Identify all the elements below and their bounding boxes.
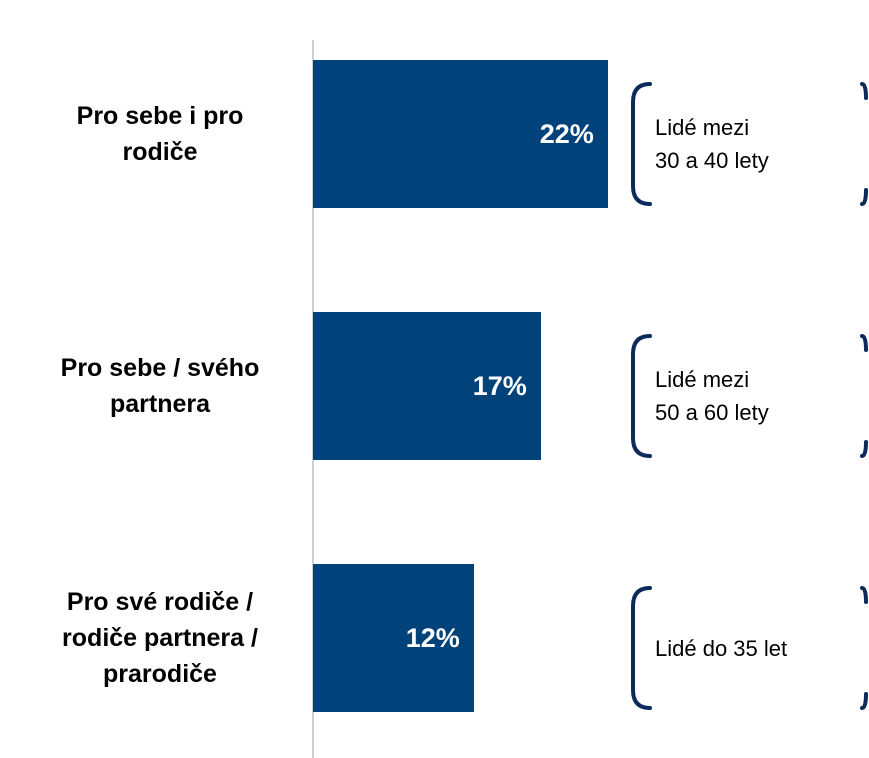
bar xyxy=(313,60,608,208)
bar xyxy=(313,312,541,460)
annotation: Lidé do 35 let xyxy=(655,635,788,661)
category-label: Pro sebe i pro rodiče xyxy=(76,102,244,166)
right-bracket xyxy=(860,586,868,710)
right-bracket xyxy=(860,334,868,458)
category-label: Pro své rodiče / rodiče partnera / praro… xyxy=(62,588,258,688)
value-label: 17% xyxy=(472,370,527,401)
right-bracket xyxy=(860,82,868,206)
left-bracket xyxy=(631,82,652,206)
left-bracket xyxy=(631,586,652,710)
left-bracket xyxy=(631,334,652,458)
bar xyxy=(313,564,474,712)
value-label: 22% xyxy=(539,118,594,149)
annotation: Lidé mezi 50 a 60 lety xyxy=(655,367,769,425)
annotation: Lidé mezi 30 a 40 lety xyxy=(655,115,769,173)
value-label: 12% xyxy=(405,622,460,653)
category-label: Pro sebe / svého partnera xyxy=(60,354,260,418)
